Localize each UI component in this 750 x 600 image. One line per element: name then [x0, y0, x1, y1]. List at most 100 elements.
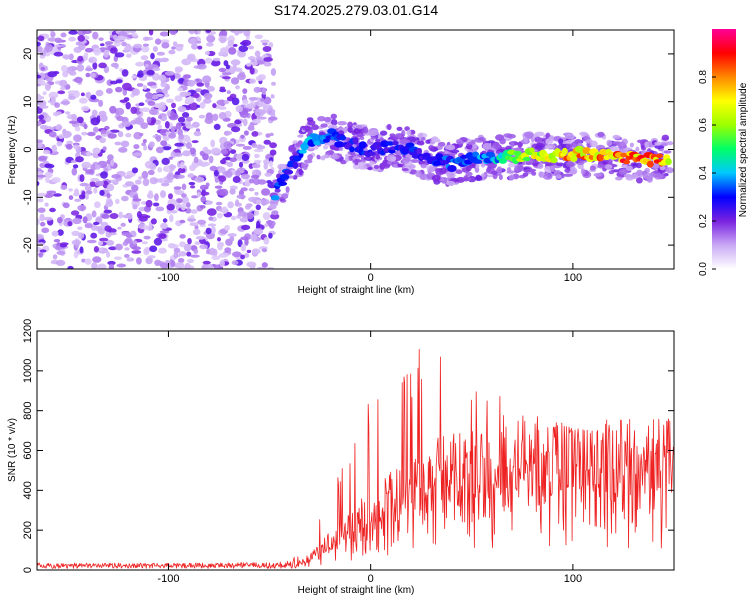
spectrogram-cell — [170, 260, 176, 267]
spectrogram-cell — [154, 259, 162, 266]
spectrogram-cell — [130, 106, 137, 115]
spectrogram-cell — [185, 96, 195, 104]
spectrogram-cell — [39, 124, 49, 130]
spectrogram-cell — [169, 164, 175, 172]
spectrogram-cell — [185, 91, 192, 96]
spectrogram-cell — [82, 216, 88, 224]
spectrogram-cell — [269, 149, 277, 156]
spectrogram-cell — [190, 185, 196, 189]
spectrogram-cell — [508, 174, 515, 181]
spectrogram-cell — [256, 266, 266, 269]
spectrogram-cell — [482, 142, 492, 150]
spectrogram-cell — [164, 121, 170, 129]
spectrogram-cell — [170, 126, 175, 134]
spectrogram-cell — [202, 75, 212, 83]
spectrogram-cell — [490, 170, 498, 175]
spectrogram-cell — [347, 121, 353, 128]
spectrogram-cell — [44, 44, 54, 52]
spectrogram-cell — [221, 206, 228, 214]
spectrogram-cell — [236, 194, 246, 199]
spectrogram-cell — [79, 246, 84, 254]
spectrogram-cell — [240, 134, 245, 139]
spectrogram-cell — [155, 206, 165, 212]
spectrogram-cell — [243, 118, 248, 127]
spectrogram-cell — [132, 152, 143, 157]
spectrogram-cell — [406, 129, 412, 136]
colorbar-ticks: 0.0 0.2 0.4 0.6 0.8 — [698, 70, 716, 276]
spectrogram-cell — [55, 111, 62, 116]
spectrogram-cell — [428, 166, 436, 171]
spectrogram-cell — [248, 196, 258, 203]
spectrogram-cell — [189, 147, 196, 155]
spectrogram-cell — [169, 214, 174, 223]
spectrogram-cell — [165, 131, 170, 136]
spectrogram-cell — [142, 85, 148, 90]
spectrogram-cell — [90, 117, 100, 126]
spectrogram-cell — [66, 66, 72, 74]
spectrogram-cell — [164, 136, 170, 142]
spectrogram-cell — [636, 162, 642, 169]
spectrogram-cell — [39, 213, 45, 222]
spectrogram-cell — [161, 42, 170, 49]
spectrogram-cell — [513, 150, 522, 157]
spectrogram-cell — [251, 59, 256, 63]
spectrogram-cell — [123, 97, 130, 102]
spectrogram-cell — [149, 245, 158, 253]
spectrogram-cell — [227, 201, 234, 209]
spectrogram-cell — [68, 30, 78, 35]
spectrogram-cell — [136, 83, 144, 87]
spectrogram-cell — [277, 164, 287, 170]
spectrogram-cell — [202, 153, 209, 161]
spectrogram-cell — [288, 145, 297, 153]
spectrogram-cell — [545, 145, 553, 149]
spectrogram-cell — [150, 85, 158, 89]
spectrogram-cell — [149, 117, 157, 124]
spectrogram-cell — [251, 142, 257, 148]
spectrogram-cell — [93, 47, 102, 56]
spectrogram-cell — [109, 213, 119, 219]
snr-x-tick-label: -100 — [157, 573, 179, 585]
spectrogram-cell — [85, 169, 94, 174]
spectrogram-cell — [268, 116, 278, 121]
spectrogram-cell — [270, 68, 276, 76]
spectrogram-cell — [193, 156, 199, 164]
spectrogram-cell — [323, 154, 329, 159]
spectrogram-cell — [253, 159, 262, 164]
spectrogram-cell — [187, 258, 194, 264]
snr-x-tick-label: 100 — [564, 573, 582, 585]
spectrogram-x-tick-label: -100 — [157, 272, 179, 284]
spectrogram-cell — [329, 154, 340, 160]
spectrogram-cell — [131, 250, 142, 254]
spectrogram-cell — [506, 167, 512, 172]
spectrogram-cell — [217, 166, 226, 173]
spectrogram-cell — [39, 249, 47, 253]
spectrogram-cell — [37, 79, 46, 84]
spectrogram-cell — [114, 141, 122, 146]
spectrogram-x-tick-label: 100 — [564, 272, 582, 284]
spectrogram-cell — [150, 218, 157, 225]
spectrogram-y-tick-label: 0 — [22, 146, 34, 152]
spectrogram-cell — [179, 133, 184, 140]
spectrogram-cell — [210, 226, 216, 234]
spectrogram-cell — [168, 132, 176, 139]
spectrogram-cell — [107, 154, 114, 161]
spectrogram-cell — [145, 257, 153, 265]
spectrogram-cell — [75, 156, 84, 163]
snr-y-tick-label: 1000 — [22, 359, 34, 383]
spectrogram-cell — [481, 173, 485, 178]
spectrogram-cell — [84, 47, 94, 53]
spectrogram-cell — [48, 91, 59, 99]
spectrogram-cell — [467, 175, 477, 183]
spectrogram-cell — [117, 226, 122, 230]
spectrogram-cell — [37, 41, 41, 47]
spectrogram-cell — [238, 45, 249, 52]
spectrogram-cell — [92, 256, 102, 263]
spectrogram-cell — [179, 219, 186, 224]
colorbar-tick-label: 0.2 — [698, 214, 709, 228]
spectrogram-cell — [132, 198, 142, 202]
spectrogram-cell — [170, 210, 178, 214]
spectrogram-cell — [152, 202, 160, 207]
snr-y-tick-label: 1200 — [22, 319, 34, 343]
spectrogram-cell — [106, 183, 115, 192]
spectrogram-cell — [110, 62, 119, 68]
